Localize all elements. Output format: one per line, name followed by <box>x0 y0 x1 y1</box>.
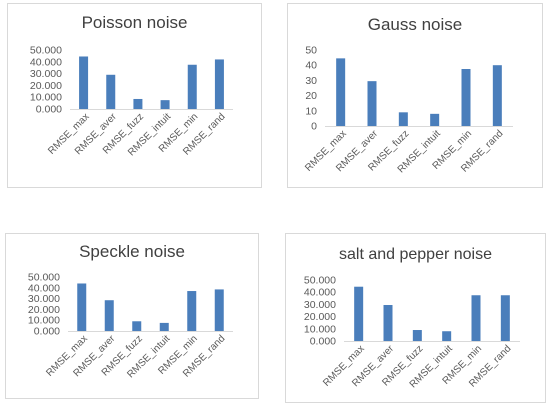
bar-rmse-max <box>79 56 89 109</box>
chart-title: Gauss noise <box>367 15 463 34</box>
chart-panel-salt-and-pepper: salt and pepper noise 0.000 10.000 20.000 3… <box>285 233 546 403</box>
chart-title: Poisson noise <box>81 13 188 32</box>
bar-rmse-min <box>461 69 471 126</box>
bar-rmse-intuit <box>160 100 170 109</box>
bar-rmse-rand <box>214 289 224 331</box>
bar-rmse-rand <box>500 295 510 341</box>
bar-chart-speckle: 0.00010.00020.00030.00040.00050.000RMSE_… <box>28 272 233 380</box>
bar-rmse-aver <box>104 300 114 331</box>
bar-rmse-min <box>187 291 197 331</box>
y-tick-label: 20 <box>305 90 317 102</box>
chart-title: Speckle noise <box>79 242 185 261</box>
bar-rmse-fuzz <box>132 321 142 331</box>
bar-rmse-aver <box>106 74 116 109</box>
y-tick-label: 0.000 <box>310 336 336 348</box>
y-tick-label: 20.000 <box>304 311 336 323</box>
chart-title: salt and pepper noise <box>339 246 492 263</box>
chart-panel-poisson: Poisson noise 0.000 10.000 20.000 30.000 40.… <box>7 3 262 188</box>
chart-panel-gauss: Gauss noise 0 10 20 30 40 50 RMSE_max RMSE_aver… <box>287 3 543 188</box>
y-tick-label: 20.000 <box>30 80 62 92</box>
y-tick-label: 40 <box>305 60 317 72</box>
bar-rmse-aver <box>367 81 377 126</box>
y-tick-label: 50 <box>305 45 317 57</box>
y-tick-label: 10.000 <box>28 315 60 327</box>
y-tick-label: 10.000 <box>304 323 336 335</box>
bar-rmse-fuzz <box>412 330 422 341</box>
y-tick-label: 50.000 <box>28 272 60 284</box>
bar-rmse-rand <box>492 65 502 126</box>
y-tick-label: 30.000 <box>28 293 60 305</box>
y-tick-label: 0.000 <box>34 326 60 338</box>
y-tick-label: 30.000 <box>30 68 62 80</box>
bar-rmse-max <box>354 286 364 341</box>
bar-rmse-aver <box>383 305 393 341</box>
bar-rmse-fuzz <box>133 98 143 109</box>
y-tick-label: 20.000 <box>28 304 60 316</box>
bar-rmse-intuit <box>442 331 452 341</box>
bar-chart-salt-and-pepper: 0.00010.00020.00030.00040.00050.000RMSE_… <box>304 275 520 390</box>
bar-chart-poisson: 0.00010.00020.00030.00040.00050.000RMSE_… <box>30 45 233 158</box>
chart-panel-speckle: Speckle noise 0.000 10.000 20.000 30.000 40.… <box>5 233 259 399</box>
bar-rmse-max <box>336 58 346 126</box>
bar-chart-gauss: 01020304050RMSE_maxRMSE_averRMSE_fuzzRMS… <box>303 45 513 175</box>
bar-rmse-rand <box>214 59 224 109</box>
bar-rmse-max <box>77 283 87 331</box>
y-tick-label: 0 <box>311 121 317 133</box>
bar-rmse-min <box>187 64 197 109</box>
y-tick-label: 40.000 <box>30 56 62 68</box>
y-tick-label: 10.000 <box>30 92 62 104</box>
y-tick-label: 30 <box>305 75 317 87</box>
y-tick-label: 10 <box>305 105 317 117</box>
bar-rmse-intuit <box>430 113 440 126</box>
bar-rmse-min <box>471 295 481 341</box>
y-tick-label: 50.000 <box>304 275 336 287</box>
y-tick-label: 40.000 <box>28 282 60 294</box>
bar-rmse-fuzz <box>398 112 408 126</box>
bar-rmse-intuit <box>159 322 169 331</box>
y-tick-label: 0.000 <box>36 104 62 116</box>
y-tick-label: 50.000 <box>30 45 62 57</box>
y-tick-label: 40.000 <box>304 287 336 299</box>
y-tick-label: 30.000 <box>304 299 336 311</box>
